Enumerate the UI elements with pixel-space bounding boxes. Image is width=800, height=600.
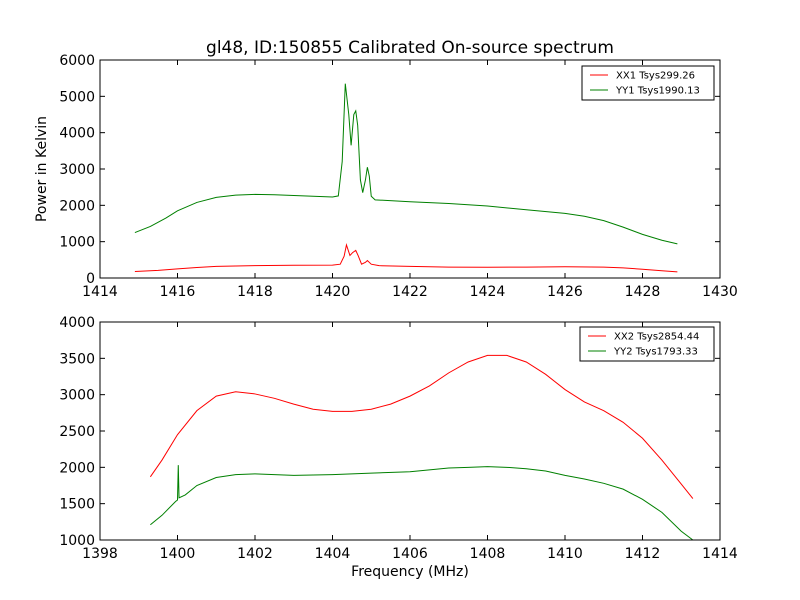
legend-label: XX2 Tsys2854.44 <box>614 332 699 343</box>
y-tick-label: 2500 <box>59 424 95 440</box>
x-tick-label: 1412 <box>625 546 661 562</box>
x-tick-label: 1400 <box>160 546 196 562</box>
x-tick-label: 1414 <box>82 284 118 300</box>
legend-label: YY1 Tsys1990.13 <box>615 86 700 97</box>
x-tick-label: 1424 <box>470 284 506 300</box>
x-tick-label: 1428 <box>625 284 661 300</box>
bottom-plot: 1398 1400 1402 1404 1406 1408 1410 1412 1414 1000… <box>59 315 738 562</box>
y-tick-label: 5000 <box>59 89 95 105</box>
legend-box <box>581 65 715 101</box>
chart-title: gl48, ID:150855 Calibrated On-source spe… <box>206 38 614 58</box>
y-tick-label: 4000 <box>59 315 95 331</box>
y-tick-label: 6000 <box>59 53 95 69</box>
legend-label: YY2 Tsys1793.33 <box>613 347 698 358</box>
x-tick-label: 1404 <box>315 546 351 562</box>
x-tick-label: 1414 <box>702 546 738 562</box>
y-tick-label: 3000 <box>59 388 95 404</box>
x-tick-label: 1430 <box>702 284 738 300</box>
y-tick-label: 1000 <box>59 533 95 549</box>
x-tick-label: 1402 <box>237 546 273 562</box>
series-line-xx2 <box>149 354 694 499</box>
y-tick-label: 2000 <box>59 460 95 476</box>
x-tick-label: 1398 <box>82 546 118 562</box>
x-tick-label: 1420 <box>315 284 351 300</box>
y-tick-label: 4000 <box>59 126 95 142</box>
x-tick-label: 1418 <box>237 284 273 300</box>
y-tick-label: 1500 <box>59 497 95 513</box>
series-line-yy2 <box>150 465 694 541</box>
x-tick-label: 1410 <box>547 546 583 562</box>
x-axis-label: Frequency (MHz) <box>351 564 469 580</box>
series-line-xx1 <box>134 243 678 273</box>
y-tick-label: 2000 <box>59 198 95 214</box>
x-tick-label: 1426 <box>547 284 583 300</box>
series-line-yy1 <box>134 83 678 245</box>
y-tick-label: 0 <box>86 271 95 287</box>
legend-label: XX1 Tsys299.26 <box>616 71 695 82</box>
y-axis-label: Power in Kelvin <box>34 116 50 222</box>
x-tick-label: 1408 <box>470 546 506 562</box>
x-tick-label: 1416 <box>160 284 196 300</box>
x-tick-label: 1406 <box>392 546 428 562</box>
x-tick-label: 1422 <box>392 284 428 300</box>
y-tick-label: 3000 <box>59 162 95 178</box>
y-tick-label: 3500 <box>59 351 95 367</box>
legend-box <box>579 326 715 362</box>
top-plot: 1414 1416 1418 1420 1422 1424 1426 1428 1430 0 100… <box>59 53 737 300</box>
y-tick-label: 1000 <box>59 235 95 251</box>
